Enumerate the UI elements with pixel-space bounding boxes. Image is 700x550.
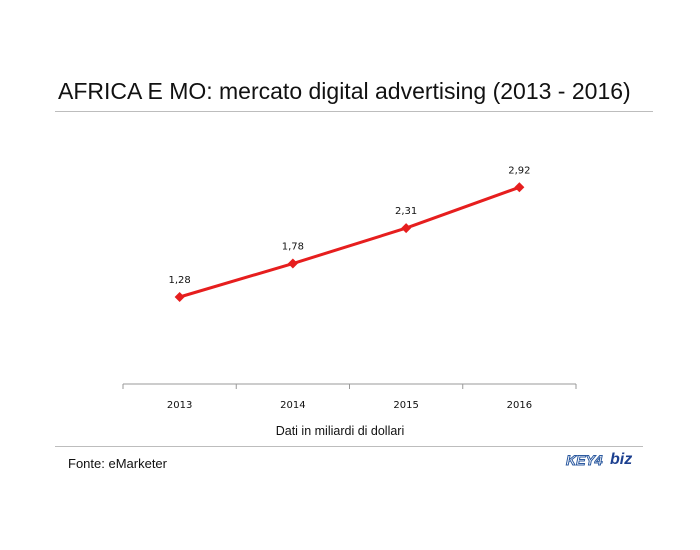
source-text: Fonte: eMarketer bbox=[68, 456, 167, 471]
data-labels: 1,28 1,78 2,31 2,92 bbox=[168, 165, 530, 286]
logo-key-text: KEY4 bbox=[566, 452, 604, 469]
logo-biz-text: biz bbox=[610, 451, 633, 468]
brand-logo: KEY4 biz bbox=[566, 451, 642, 473]
data-point-marker bbox=[401, 223, 412, 234]
x-tick-label: 2016 bbox=[507, 400, 532, 411]
data-label: 1,28 bbox=[168, 275, 190, 286]
x-tick-label: 2014 bbox=[280, 400, 305, 411]
data-label: 1,78 bbox=[282, 242, 304, 253]
footer-divider bbox=[55, 446, 643, 447]
title-divider bbox=[55, 111, 653, 112]
x-tick-label: 2015 bbox=[393, 400, 418, 411]
data-point-marker bbox=[287, 258, 298, 269]
x-tick-label: 2013 bbox=[167, 400, 192, 411]
x-axis-tick-labels: 2013 2014 2015 2016 bbox=[167, 400, 532, 411]
data-point-marker bbox=[514, 182, 525, 193]
x-axis-ticks bbox=[122, 384, 577, 389]
data-point-marker bbox=[174, 292, 185, 302]
series-line bbox=[179, 185, 520, 299]
data-label: 2,31 bbox=[395, 206, 417, 217]
data-label: 2,92 bbox=[508, 165, 530, 176]
series-markers bbox=[174, 182, 525, 302]
page-title: AFRICA E MO: mercato digital advertising… bbox=[58, 78, 631, 104]
x-axis-title: Dati in miliardi di dollari bbox=[276, 424, 405, 438]
